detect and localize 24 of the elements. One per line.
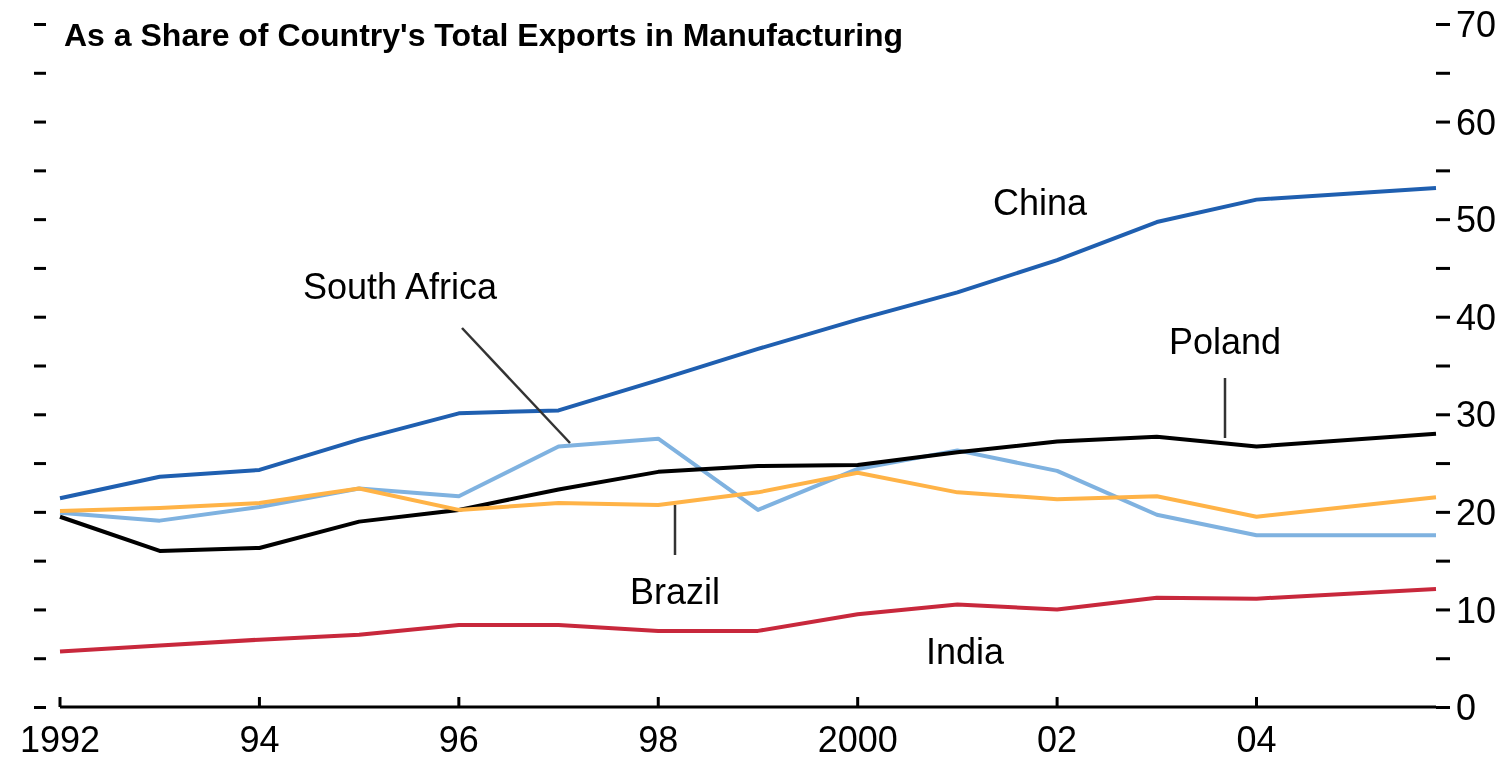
x-tick-label: 1992: [19, 719, 101, 759]
y-tick-label: 70: [1456, 4, 1497, 46]
line-series: [58, 470, 1438, 519]
line-series: [58, 185, 1438, 501]
x-tick-label: 94: [239, 719, 280, 759]
y-tick-label: 20: [1456, 491, 1497, 533]
series-label: China: [992, 182, 1089, 223]
y-tick-label: 50: [1456, 199, 1497, 241]
line-series: [58, 431, 1438, 553]
text: South Africa: [302, 266, 499, 307]
text: Poland: [1168, 321, 1282, 362]
x-tick-label: 98: [638, 719, 679, 759]
y-tick-label: 60: [1456, 101, 1497, 143]
y-tick-label: 10: [1456, 589, 1497, 631]
x-tick-label: 04: [1236, 719, 1277, 759]
y-tick-label: 0: [1456, 687, 1477, 729]
y-tick-label: 40: [1456, 296, 1497, 338]
chart-title: As a Share of Country's Total Exports in Manufacturing: [64, 17, 904, 53]
series-label: India: [925, 631, 1005, 672]
x-tick-label: 02: [1037, 719, 1078, 759]
x-tick-label: 96: [438, 719, 479, 759]
x-tick-label: 2000: [817, 719, 898, 759]
y-tick-label: 30: [1456, 394, 1497, 436]
series-label: Brazil: [629, 571, 721, 612]
